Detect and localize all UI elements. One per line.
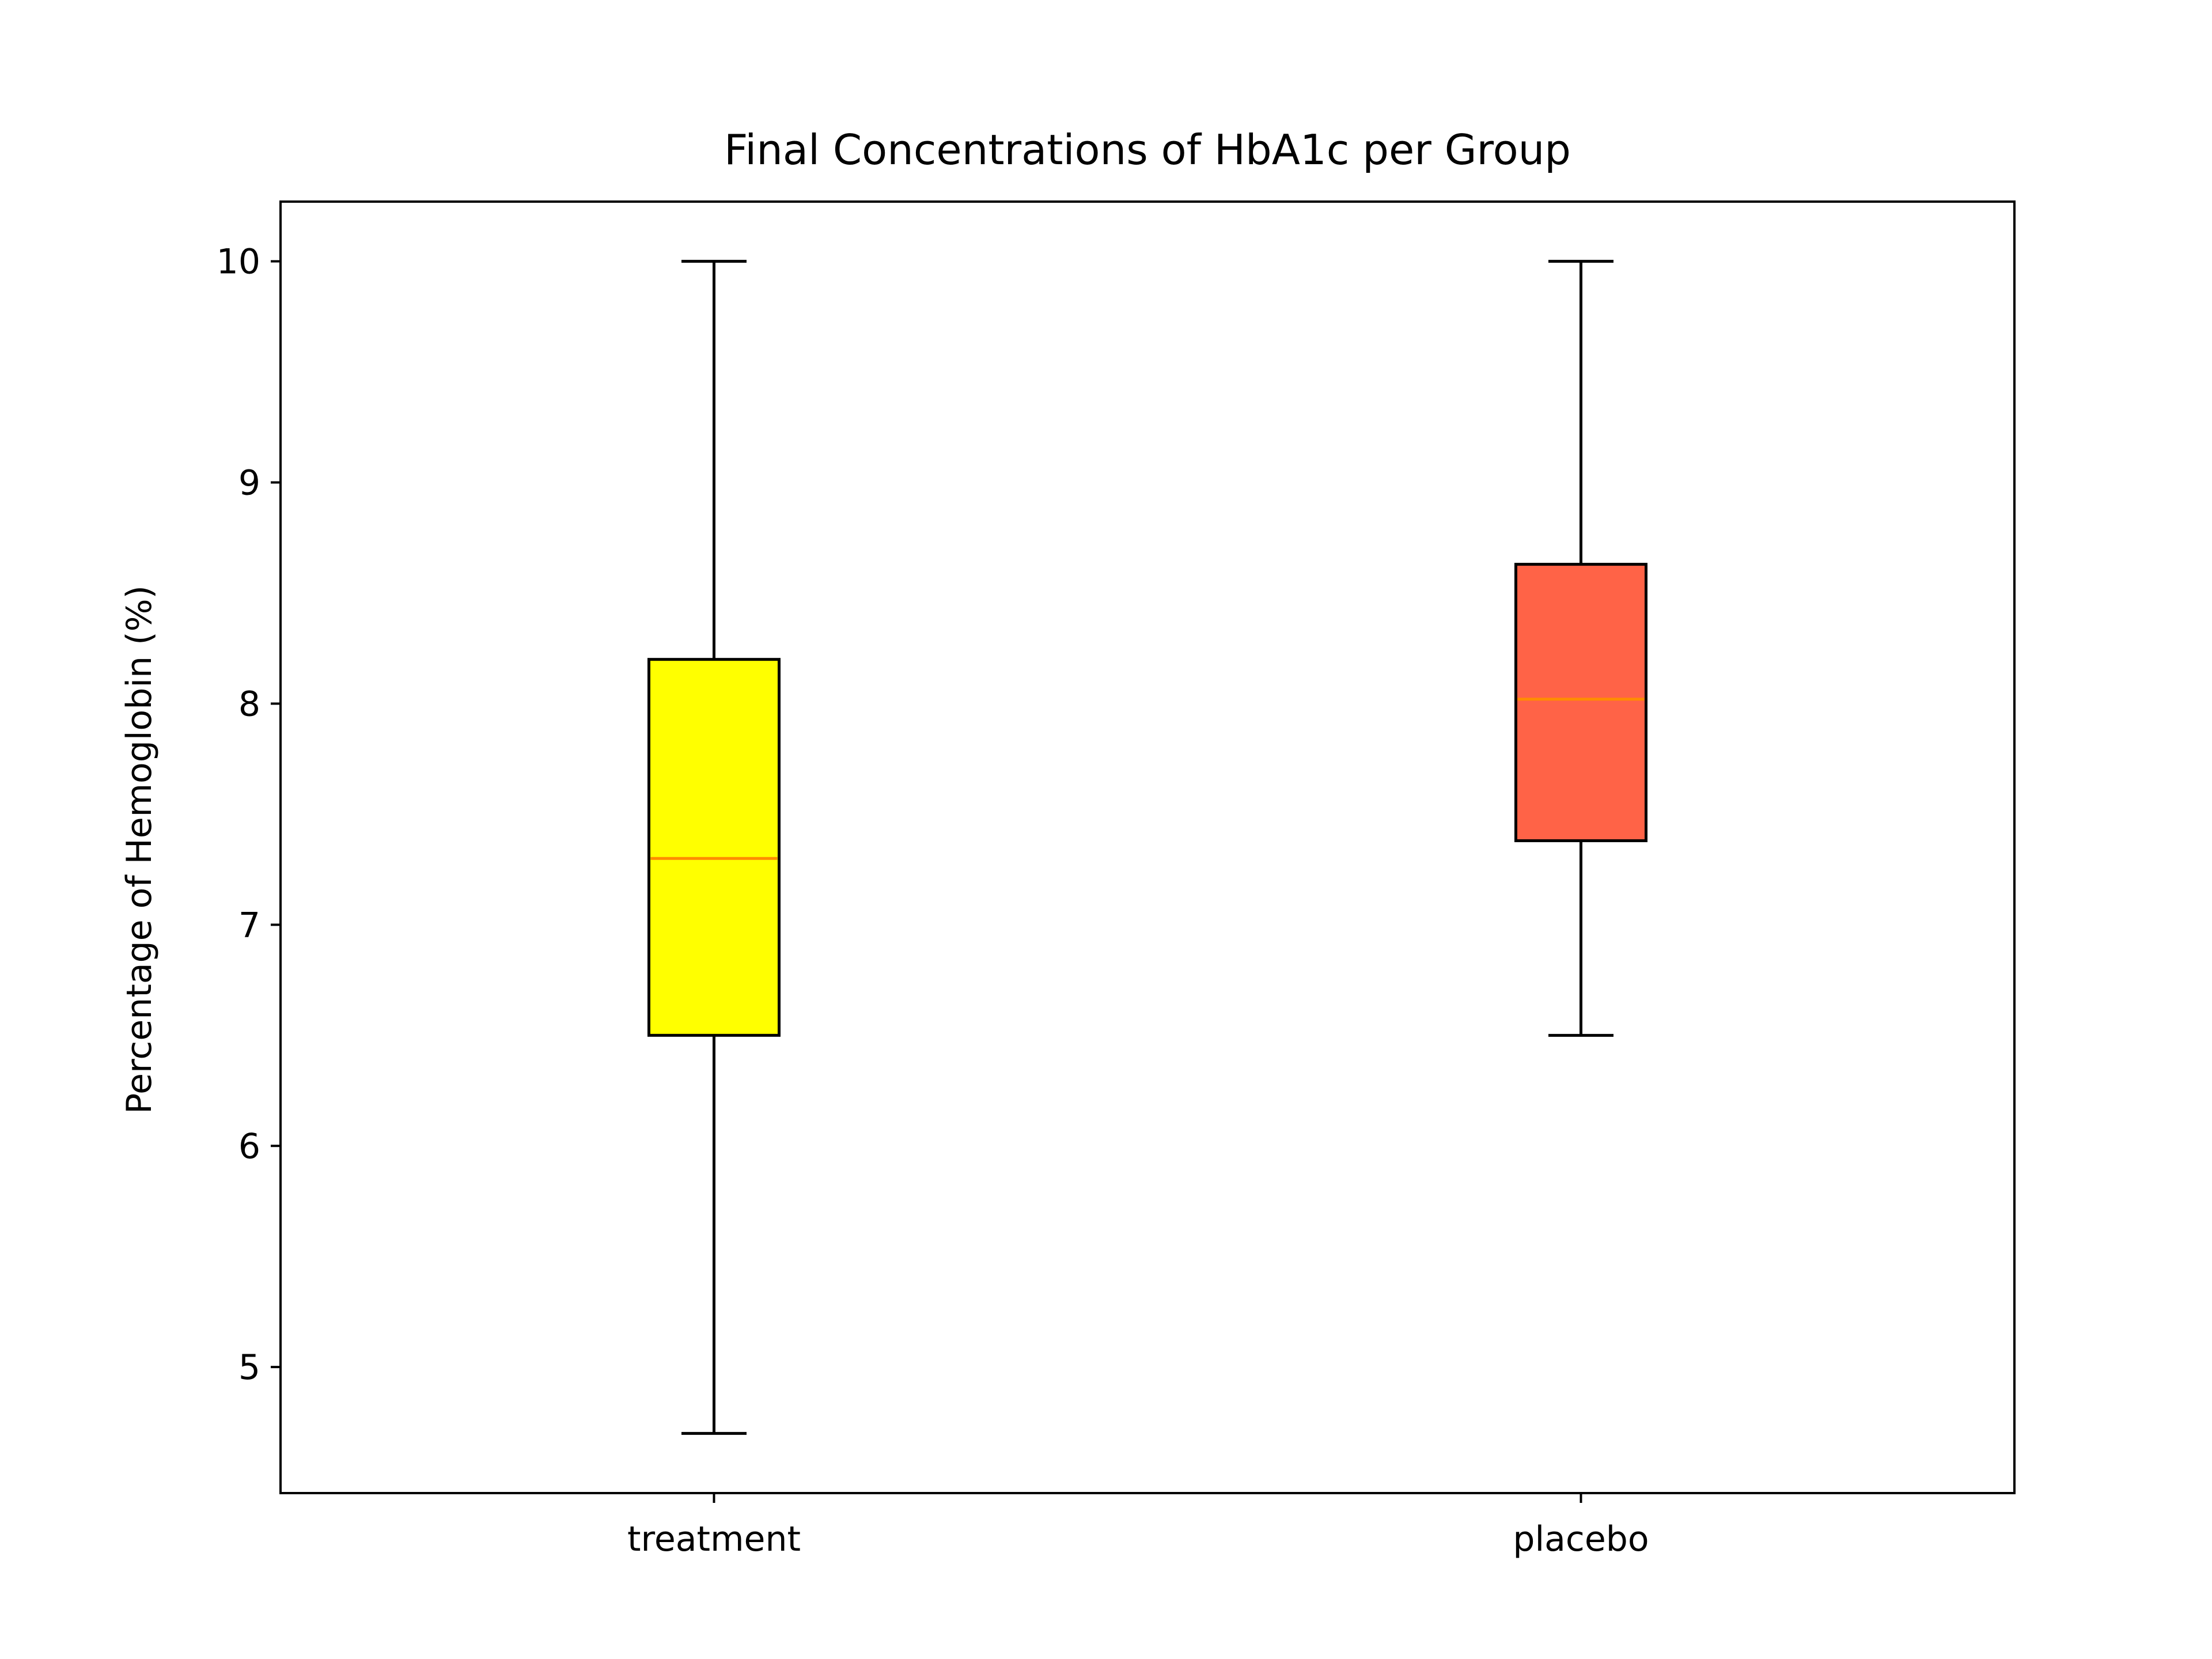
x-tick-label: placebo: [1513, 1519, 1649, 1559]
x-tick-label: treatment: [627, 1519, 801, 1559]
box-placebo: [1514, 563, 1647, 842]
box-treatment: [647, 658, 781, 1037]
y-tick-label: 10: [217, 242, 260, 282]
chart-title: Final Concentrations of HbA1c per Group: [724, 126, 1571, 174]
y-tick-label: 8: [238, 684, 260, 724]
plot-area: 5 6 7 8 9 10 treatment placebo: [217, 242, 1649, 1559]
plot-frame: [279, 200, 2016, 1494]
y-tick-label: 6: [238, 1126, 260, 1166]
y-tick-label: 7: [238, 905, 260, 945]
y-axis-label: Percentage of Hemoglobin (%): [119, 585, 160, 1114]
y-tick-label: 5: [238, 1347, 260, 1388]
y-tick-label: 9: [238, 463, 260, 503]
